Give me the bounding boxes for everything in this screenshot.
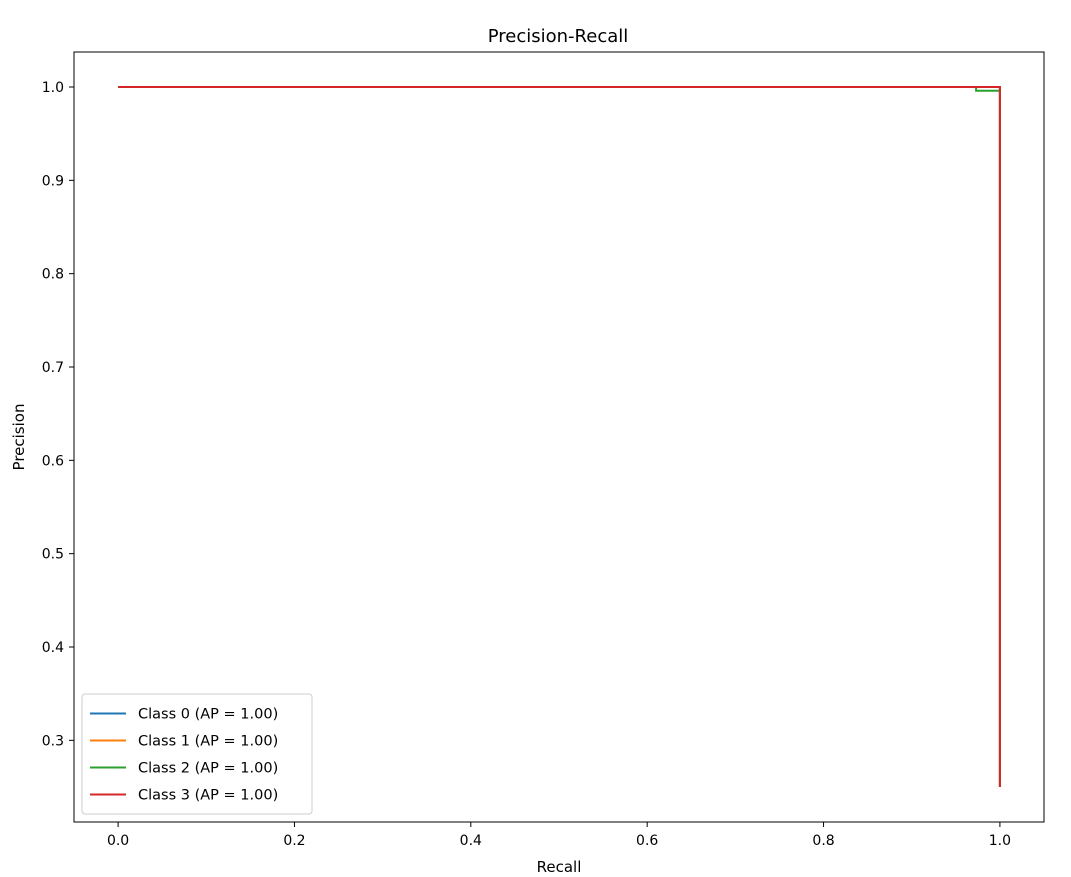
legend-box (81, 693, 313, 815)
x-tick-label: 0.8 (812, 833, 834, 849)
y-tick-label: 0.5 (42, 547, 64, 563)
legend-label: Class 0 (AP = 1.00) (138, 707, 278, 723)
series-line-class-3 (118, 86, 1001, 787)
x-axis-label: Recall (537, 858, 582, 876)
y-tick-label: 0.3 (42, 733, 64, 749)
legend-label: Class 2 (AP = 1.00) (138, 761, 278, 777)
chart-title: Precision-Recall (488, 26, 629, 47)
series-lines (118, 86, 1001, 787)
x-tick-label: 0.2 (283, 833, 305, 849)
x-tick-label: 1.0 (989, 833, 1011, 849)
x-tick-label: 0.4 (460, 833, 482, 849)
y-tick-label: 0.6 (42, 453, 64, 469)
y-axis: 0.3 0.4 0.5 0.6 0.7 0.8 0.9 1.0 (42, 80, 74, 749)
x-tick-label: 0.0 (107, 833, 129, 849)
y-tick-label: 0.8 (42, 267, 64, 283)
y-tick-label: 0.9 (42, 173, 64, 189)
y-axis-label: Precision (10, 404, 28, 471)
legend-label: Class 3 (AP = 1.00) (138, 788, 278, 804)
y-tick-label: 1.0 (42, 80, 64, 96)
y-tick-label: 0.7 (42, 360, 64, 376)
legend: Class 0 (AP = 1.00) Class 1 (AP = 1.00) Cl… (81, 693, 313, 815)
legend-label: Class 1 (AP = 1.00) (138, 734, 278, 750)
axes-frame (73, 51, 1045, 823)
y-tick-label: 0.4 (42, 640, 64, 656)
x-axis: 0.0 0.2 0.4 0.6 0.8 1.0 (107, 822, 1011, 849)
x-tick-label: 0.6 (636, 833, 658, 849)
